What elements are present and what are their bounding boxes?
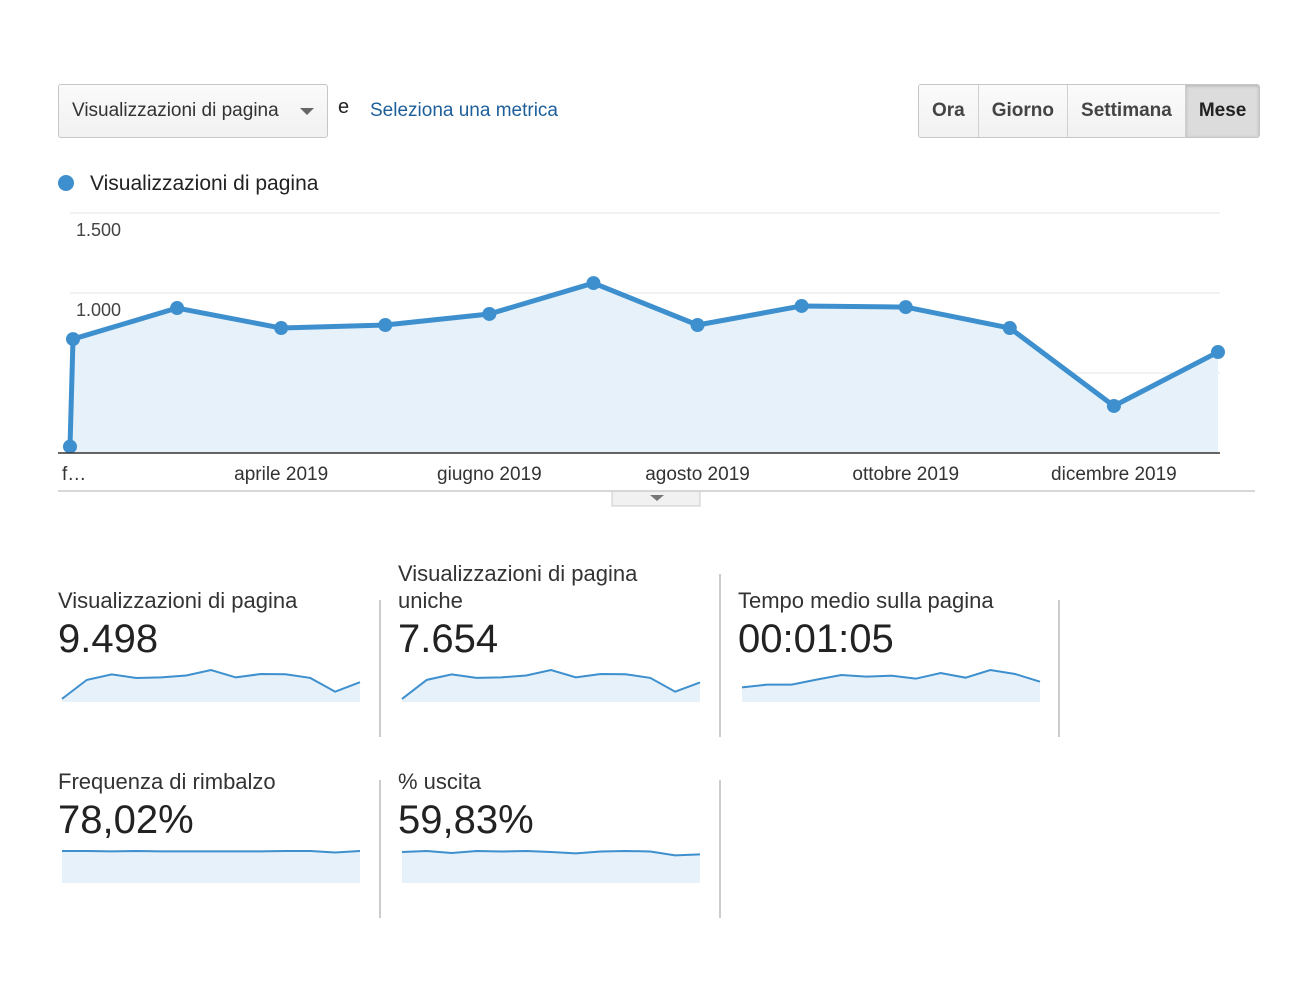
x-tick-label: agosto 2019 <box>645 464 750 485</box>
x-tick-label: aprile 2019 <box>234 464 328 485</box>
card-divider <box>719 574 721 737</box>
sparkline <box>741 668 1041 702</box>
period-button[interactable]: Ora <box>919 85 978 137</box>
data-point <box>274 321 289 336</box>
data-point <box>1211 345 1225 360</box>
legend-label: Visualizzazioni di pagina <box>90 172 319 195</box>
period-button[interactable]: Giorno <box>977 85 1068 137</box>
x-tick-label: f… <box>62 464 86 485</box>
scorecard-title: Visualizzazioni di pagina uniche <box>398 561 638 613</box>
dropdown-label: Visualizzazioni di pagina <box>72 100 279 121</box>
card-divider <box>1058 600 1060 737</box>
x-tick-label: giugno 2019 <box>437 464 542 485</box>
select-metric-link[interactable]: Seleziona una metrica <box>370 100 558 121</box>
card-divider <box>379 780 381 918</box>
scorecard: % uscita 59,83% <box>398 739 701 883</box>
data-point <box>63 439 77 454</box>
scorecard: Frequenza di rimbalzo 78,02% <box>58 739 361 883</box>
conjunction: e <box>338 96 350 118</box>
sparkline-line <box>62 849 361 854</box>
period-buttons: Ora Giorno Settimana Mese <box>918 84 1261 138</box>
period-button[interactable]: Settimana <box>1067 85 1185 137</box>
sparkline-area <box>62 851 360 883</box>
scorecard-value: 00:01:05 <box>738 617 894 661</box>
scorecard: Visualizzazioni di pagina 9.498 <box>58 558 361 702</box>
data-point <box>482 306 497 321</box>
scorecard: Tempo medio sulla pagina 00:01:05 <box>738 558 1041 702</box>
sparkline-line <box>741 668 1041 689</box>
scorecard-title: % uscita <box>398 769 482 794</box>
expand-arrow <box>650 495 664 501</box>
scorecard-value: 9.498 <box>58 617 159 661</box>
scorecard-title: Visualizzazioni di pagina <box>58 588 298 613</box>
scorecard-title: Tempo medio sulla pagina <box>738 588 994 613</box>
data-point <box>586 276 601 291</box>
card-divider <box>379 600 381 737</box>
x-tick-label: ottobre 2019 <box>852 464 959 485</box>
x-tick-label: dicembre 2019 <box>1051 464 1177 485</box>
sparkline-line <box>61 668 361 700</box>
sparkline <box>401 849 701 883</box>
legend-marker <box>58 175 74 191</box>
data-point <box>1106 398 1121 413</box>
scorecard-value: 78,02% <box>58 798 194 842</box>
scorecard-title: Frequenza di rimbalzo <box>58 769 276 794</box>
sparkline-line <box>401 849 701 857</box>
sparkline-area <box>402 851 700 883</box>
data-point <box>690 318 705 332</box>
sparkline-line <box>401 668 701 700</box>
data-point <box>170 301 185 316</box>
data-point <box>1002 321 1017 336</box>
data-point <box>378 318 393 332</box>
metric-dropdown[interactable]: Visualizzazioni di pagina <box>58 84 328 138</box>
period-button[interactable]: Mese <box>1184 85 1260 137</box>
chart: Visualizzazioni di pagina5001.0001.500f…… <box>58 172 1255 507</box>
sparkline <box>62 849 361 883</box>
card-divider <box>719 780 721 918</box>
data-point <box>794 298 809 313</box>
area <box>70 283 1218 453</box>
y-tick-label: 1.000 <box>76 300 121 320</box>
scorecard-value: 59,83% <box>398 798 534 842</box>
data-point <box>898 300 913 315</box>
y-tick-label: 1.500 <box>76 220 121 240</box>
sparkline <box>401 668 701 702</box>
sparkline <box>61 668 361 702</box>
scorecard: Visualizzazioni di pagina uniche 7.654 <box>398 558 701 702</box>
data-point <box>66 332 80 347</box>
scorecard-value: 7.654 <box>398 617 499 661</box>
dropdown-arrow <box>300 108 314 115</box>
